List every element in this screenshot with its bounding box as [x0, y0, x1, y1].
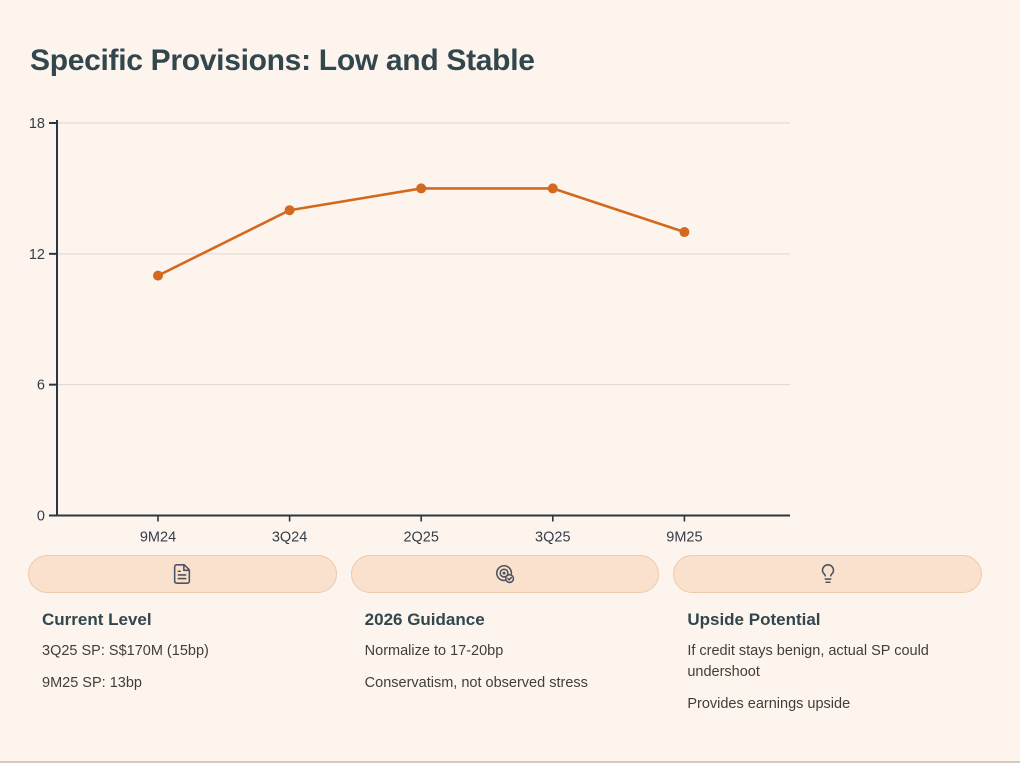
info-cards: Current Level 3Q25 SP: S$170M (15bp) 9M2…	[28, 555, 982, 715]
card-line: If credit stays benign, actual SP could …	[687, 643, 929, 681]
lightbulb-icon	[817, 563, 839, 585]
card-icon-pill	[673, 555, 982, 593]
svg-text:9M25: 9M25	[666, 530, 702, 546]
svg-text:12: 12	[29, 247, 45, 263]
card-heading: Current Level	[42, 610, 152, 629]
svg-text:3Q25: 3Q25	[535, 530, 570, 546]
page-title: Specific Provisions: Low and Stable	[30, 44, 535, 77]
svg-text:18: 18	[29, 116, 45, 132]
svg-text:6: 6	[37, 378, 45, 394]
svg-text:0: 0	[37, 509, 45, 525]
card-icon-pill	[28, 555, 337, 593]
svg-text:3Q24: 3Q24	[272, 530, 307, 546]
target-check-icon	[494, 563, 516, 585]
card-line: Normalize to 17-20bp	[364, 643, 504, 659]
card-line: Conservatism, not observed stress	[364, 675, 588, 692]
card-heading: Upside Potential	[687, 610, 821, 629]
svg-text:2Q25: 2Q25	[403, 530, 438, 546]
card-line: Provides earnings upside	[687, 696, 851, 713]
card-2026-guidance: 2026 Guidance Normalize to 17-20bp Conse…	[350, 555, 660, 715]
line-chart: 0 6 12 18 9M24 3Q24 2Q25 3Q25 9M25	[0, 100, 1020, 550]
card-upside-potential: Upside Potential If credit stays benign,…	[673, 555, 982, 715]
card-heading: 2026 Guidance	[364, 610, 485, 629]
svg-text:9M24: 9M24	[140, 530, 176, 546]
bottom-edge-divider	[0, 761, 1020, 763]
card-icon-pill	[350, 555, 660, 593]
file-text-icon	[171, 563, 193, 585]
line-chart-canvas: 0 6 12 18 9M24 3Q24 2Q25 3Q25 9M25	[29, 116, 790, 546]
card-line: 3Q25 SP: S$170M (15bp)	[42, 643, 209, 659]
card-line: 9M25 SP: 13bp	[42, 675, 142, 692]
card-current-level: Current Level 3Q25 SP: S$170M (15bp) 9M2…	[28, 555, 337, 715]
